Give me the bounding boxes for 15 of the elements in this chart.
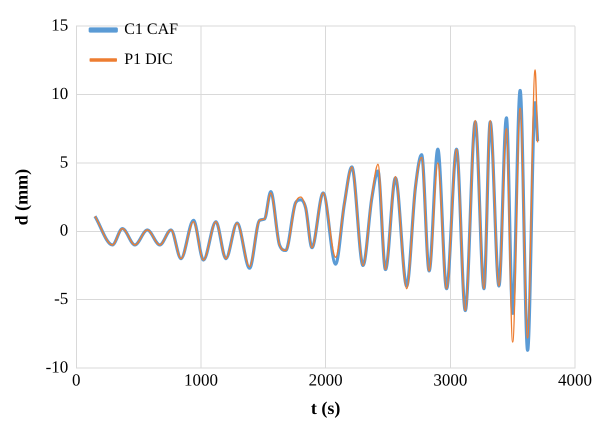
y-tick-label: 10 bbox=[51, 84, 68, 104]
y-tick-label: 0 bbox=[60, 220, 68, 240]
x-tick-label: 4000 bbox=[558, 370, 592, 390]
y-tick-label: -10 bbox=[46, 357, 68, 376]
y-tick-label: 5 bbox=[60, 152, 68, 172]
legend-label: P1 DIC bbox=[124, 51, 173, 68]
legend-label: C1 CAF bbox=[124, 21, 178, 38]
x-tick-label: 0 bbox=[72, 370, 81, 390]
x-axis-title: t (s) bbox=[310, 398, 340, 418]
x-tick-label: 2000 bbox=[308, 370, 343, 390]
x-tick-label: 1000 bbox=[184, 370, 218, 390]
x-tick-label: 3000 bbox=[433, 370, 468, 390]
y-tick-label: 15 bbox=[51, 16, 68, 35]
y-axis-title: d (mm) bbox=[11, 168, 32, 226]
y-tick-label: -5 bbox=[54, 289, 68, 308]
